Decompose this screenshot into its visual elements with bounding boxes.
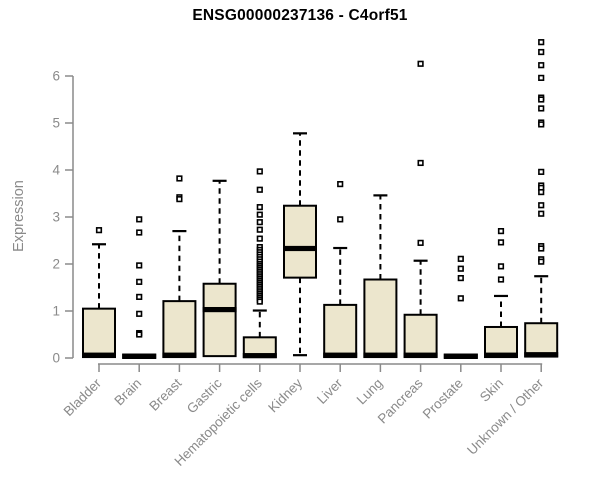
box-iqr <box>202 282 237 358</box>
outlier-point <box>337 216 344 223</box>
median-bar <box>484 352 518 358</box>
outlier-point <box>256 298 263 305</box>
outlier-point <box>457 295 464 302</box>
boxplot-brain <box>122 216 157 359</box>
median-bar <box>524 352 559 358</box>
box-iqr <box>524 322 559 358</box>
outlier-point <box>497 239 505 246</box>
outlier-point <box>256 226 263 233</box>
outlier-point <box>538 202 545 209</box>
median-bar <box>82 352 116 358</box>
outlier-point <box>497 276 505 283</box>
outlier-point <box>136 229 143 236</box>
chart-title: ENSG00000237136 - C4orf51 <box>192 7 408 24</box>
outlier-point <box>538 210 545 217</box>
outlier-point <box>136 262 143 269</box>
outlier-point <box>136 216 143 223</box>
outlier-point <box>457 265 464 272</box>
boxplot-kidney <box>283 132 317 357</box>
outlier-point <box>538 168 545 175</box>
median-bar <box>323 352 358 358</box>
outlier-point <box>256 168 263 175</box>
outlier-point <box>136 293 143 301</box>
boxplot-hematopoietic-cells <box>242 168 277 359</box>
median-bar <box>283 245 317 252</box>
outlier-point <box>538 105 545 112</box>
box-iqr <box>403 313 438 359</box>
median-bar <box>443 353 478 359</box>
outlier-point <box>457 274 464 282</box>
outlier-point <box>256 204 263 211</box>
outlier-point <box>95 227 103 234</box>
boxplot-unknown-other <box>524 39 559 358</box>
boxplot-lung <box>363 194 398 359</box>
y-tick-label: 0 <box>52 351 60 366</box>
outlier-point <box>256 211 263 218</box>
boxplot-gastric <box>202 179 237 358</box>
box-iqr <box>162 300 197 359</box>
outlier-point <box>337 181 344 188</box>
outlier-point <box>417 60 424 67</box>
outlier-point <box>256 235 263 242</box>
x-category-label: Pancreas <box>375 375 426 426</box>
outlier-point <box>538 74 545 81</box>
outlier-point <box>538 62 545 69</box>
x-category-label: Bladder <box>61 375 105 419</box>
outlier-point <box>538 96 545 103</box>
outlier-point <box>176 175 183 182</box>
outlier-point <box>538 258 545 265</box>
outlier-point <box>256 186 263 193</box>
x-category-label: Unknown / Other <box>464 375 547 458</box>
outlier-point <box>457 255 464 262</box>
outlier-point <box>136 278 143 285</box>
outlier-point <box>538 121 545 128</box>
boxplot-breast <box>162 175 197 359</box>
x-category-label: Skin <box>477 376 506 405</box>
median-bar <box>403 352 438 358</box>
outlier-point <box>136 310 143 317</box>
outlier-point <box>538 39 545 46</box>
outlier-point <box>538 245 545 252</box>
outlier-point <box>417 159 424 167</box>
y-axis-label: Expression <box>11 180 27 252</box>
x-category-label: Lung <box>354 376 386 408</box>
median-bar <box>202 306 237 313</box>
outlier-point <box>497 263 505 270</box>
boxplot-prostate <box>443 255 478 359</box>
box-iqr <box>363 278 398 359</box>
outlier-point <box>256 219 263 226</box>
box-iqr <box>484 325 518 359</box>
outlier-point <box>136 331 143 338</box>
x-category-label: Prostate <box>420 376 466 422</box>
x-category-label: Kidney <box>265 375 305 415</box>
outlier-point <box>497 228 505 235</box>
boxplot-bladder <box>82 227 116 359</box>
box-iqr <box>82 307 116 359</box>
box-iqr <box>323 303 358 359</box>
boxplot-pancreas <box>403 60 438 359</box>
outlier-point <box>538 48 545 56</box>
y-tick-label: 2 <box>52 257 60 272</box>
boxplot-liver <box>323 181 358 359</box>
x-category-label: Breast <box>146 375 184 413</box>
outlier-point <box>176 196 183 203</box>
outlier-point <box>538 188 545 196</box>
median-bar <box>363 352 398 358</box>
median-bar <box>122 353 157 359</box>
y-tick-label: 1 <box>52 304 60 319</box>
x-category-label: Brain <box>111 376 144 409</box>
y-tick-label: 3 <box>52 210 60 225</box>
box-iqr <box>283 204 317 279</box>
boxplot-skin <box>484 228 518 359</box>
y-tick-label: 5 <box>52 116 60 131</box>
y-tick-label: 4 <box>52 163 60 178</box>
median-bar <box>162 352 197 358</box>
outlier-point <box>417 239 424 246</box>
x-category-label: Liver <box>314 375 346 407</box>
median-bar <box>242 353 277 359</box>
y-tick-label: 6 <box>52 69 60 84</box>
